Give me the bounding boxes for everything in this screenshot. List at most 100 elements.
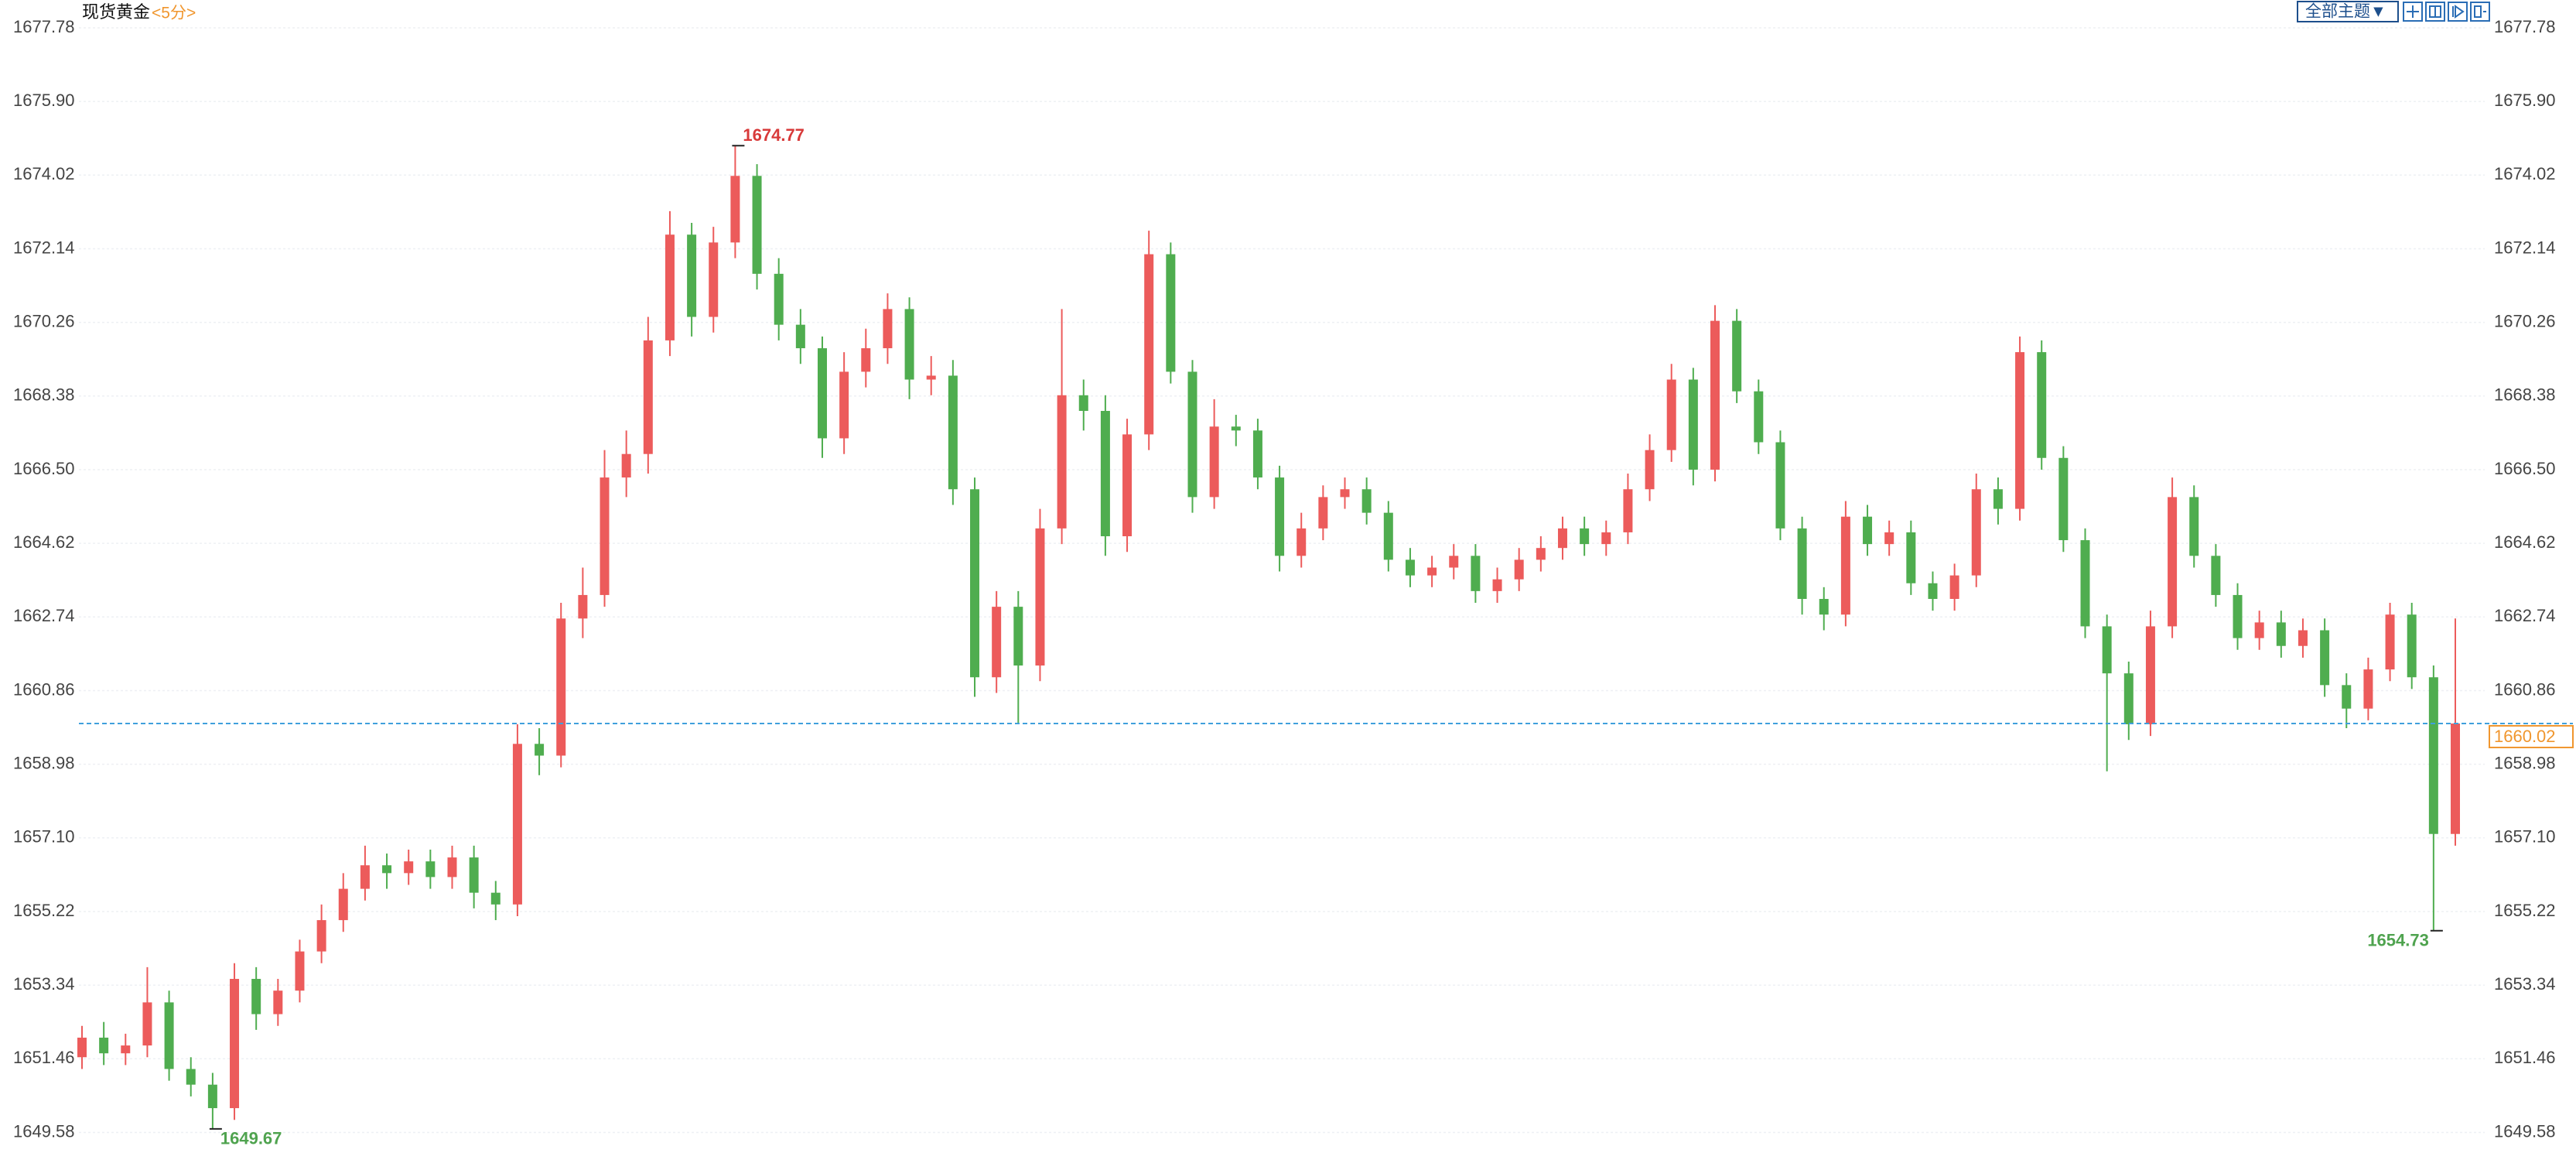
candle-body [904, 309, 914, 380]
candle-body [600, 477, 610, 595]
candle-body [839, 371, 849, 439]
candle-body [621, 453, 631, 478]
y-tick-label-right: 1660.86 [2494, 679, 2556, 699]
y-tick-label-right: 1658.98 [2494, 753, 2556, 772]
candle-body [1275, 477, 1285, 556]
theme-button-label[interactable]: 全部主题▼ [2305, 3, 2386, 21]
y-tick-label-right: 1662.74 [2494, 606, 2556, 625]
candle-body [1449, 556, 1459, 568]
y-tick-label: 1649.58 [13, 1121, 75, 1141]
y-tick-label-right: 1664.62 [2494, 532, 2556, 552]
y-tick-label-right: 1672.14 [2494, 238, 2556, 257]
candle-body [1231, 426, 1241, 431]
candle-body [164, 1002, 174, 1069]
candle-body [295, 951, 305, 991]
y-tick-label-right: 1651.46 [2494, 1048, 2556, 1067]
candle-body [1928, 583, 1938, 599]
theme-button[interactable] [2297, 1, 2399, 22]
candle-body [1993, 489, 2003, 509]
candle-body [207, 1084, 217, 1109]
candle-body [861, 348, 871, 372]
candle-body [1318, 497, 1328, 529]
candle-body [1361, 489, 1372, 513]
y-tick-label: 1675.90 [13, 91, 75, 110]
candle-body [1819, 598, 1829, 615]
icon-glyph [2429, 5, 2441, 18]
candle-body [1580, 528, 1590, 545]
candle-body [1144, 254, 1154, 435]
candle-body [2407, 614, 2417, 678]
candle-body [578, 594, 588, 619]
candle-body [121, 1045, 131, 1054]
candle-body [1840, 516, 1850, 615]
candle-body [1514, 559, 1524, 580]
candle-body [709, 242, 719, 317]
candle-body [1122, 434, 1133, 537]
last-price-tag [2489, 724, 2574, 748]
candle-body [752, 176, 762, 274]
candle-body [687, 234, 697, 317]
candle-body [2080, 540, 2090, 627]
candle-body [360, 865, 370, 889]
toolbar-icons [2403, 2, 2490, 22]
candle-body [1863, 516, 1873, 545]
candle-body [273, 990, 283, 1014]
candle-body [2015, 352, 2025, 509]
candle-body [512, 744, 522, 905]
candle-body [1013, 607, 1023, 666]
candle-body [2037, 352, 2047, 458]
y-tick-label-right: 1649.58 [2494, 1121, 2556, 1141]
y-tick-label: 1664.62 [13, 532, 75, 552]
candle-body [251, 979, 261, 1014]
candle-body [992, 607, 1002, 678]
candle-body [1057, 395, 1067, 529]
candle-body [2211, 556, 2221, 595]
candle-body [490, 892, 501, 905]
candle-body [2102, 626, 2112, 674]
chart-subtitle: <5分> [152, 5, 196, 22]
candle-body [1166, 254, 1176, 372]
annotation-label: 1654.73 [2367, 931, 2429, 950]
candle-body [2342, 685, 2352, 709]
candle-body [469, 857, 479, 893]
y-tick-label: 1670.26 [13, 311, 75, 330]
candle-body [1252, 430, 1262, 478]
y-tick-label-right: 1653.34 [2494, 974, 2556, 994]
candle-body [1710, 320, 1720, 470]
candle-body [404, 861, 414, 874]
candle-body [186, 1069, 196, 1085]
candle-body [774, 273, 784, 325]
candle-body [1645, 450, 1655, 490]
candle-body [1340, 489, 1350, 498]
y-tick-label-right: 1675.90 [2494, 91, 2556, 110]
y-tick-label: 1668.38 [13, 385, 75, 405]
candle-body [948, 375, 958, 490]
y-tick-label: 1651.46 [13, 1048, 75, 1067]
last-price-label: 1660.02 [2494, 727, 2556, 746]
candle-body [1471, 556, 1481, 591]
candle-body [1797, 528, 1807, 599]
candle-body [664, 234, 675, 340]
candle-body [643, 340, 653, 454]
candle-body [425, 861, 436, 878]
candle-body [2145, 626, 2155, 724]
candle-body [1775, 442, 1785, 529]
candles [77, 145, 2460, 1129]
candle-body [1666, 379, 1676, 450]
candle-body [1623, 489, 1633, 532]
icon-glyph [2474, 5, 2486, 18]
chart-title: 现货黄金 [82, 2, 150, 22]
candle-body [1884, 532, 1894, 545]
candle-body [883, 309, 893, 349]
candle-body [2428, 677, 2438, 834]
candle-body [730, 176, 740, 243]
candle-body [382, 865, 392, 874]
candle-body [1601, 532, 1611, 545]
candle-body [230, 979, 240, 1109]
candle-body [2233, 594, 2243, 638]
y-tick-label: 1674.02 [13, 164, 75, 183]
candle-body [2276, 622, 2286, 646]
candle-body [338, 888, 348, 921]
